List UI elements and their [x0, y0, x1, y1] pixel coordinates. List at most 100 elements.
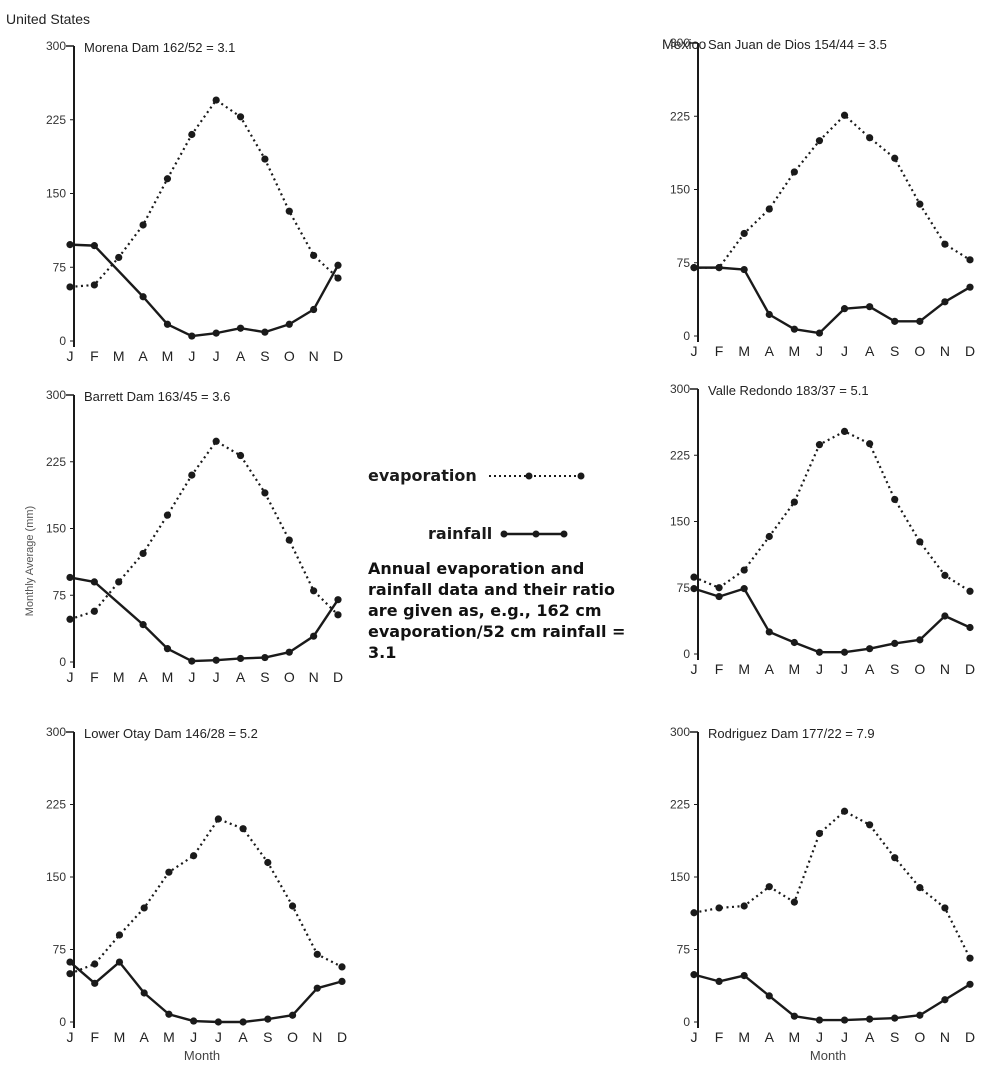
data-point-rainfall: [239, 1018, 247, 1026]
data-point-rainfall: [285, 320, 293, 328]
chart-title: Barrett Dam 163/45 = 3.6: [84, 389, 230, 404]
x-tick-label: A: [140, 1029, 150, 1045]
series-line-rainfall: [69, 576, 339, 663]
data-point-evaporation: [715, 904, 723, 912]
y-tick-label: 150: [670, 183, 690, 197]
data-point-evaporation: [916, 884, 924, 892]
data-point-evaporation: [66, 283, 74, 291]
data-point-rainfall: [740, 972, 748, 980]
data-point-rainfall: [139, 621, 147, 629]
x-tick-label: J: [67, 1029, 74, 1045]
x-tick-label: S: [890, 343, 899, 359]
x-tick-label: N: [309, 669, 319, 685]
data-point-rainfall: [214, 1018, 222, 1026]
data-point-rainfall: [790, 638, 798, 647]
data-point-rainfall: [338, 977, 346, 986]
data-point-evaporation: [66, 970, 74, 978]
data-point-evaporation: [140, 904, 148, 912]
data-point-rainfall: [815, 1016, 824, 1024]
data-point-rainfall: [165, 1010, 173, 1018]
x-tick-label: O: [914, 343, 925, 359]
y-tick-label: 75: [53, 260, 67, 274]
data-point-evaporation: [891, 495, 899, 504]
x-tick-label: M: [789, 661, 801, 677]
data-point-evaporation: [313, 950, 321, 958]
x-tick-label: D: [965, 661, 975, 677]
x-tick-label: S: [890, 661, 899, 677]
data-point-rainfall: [815, 648, 824, 656]
x-tick-label: N: [309, 348, 319, 364]
x-tick-label: M: [113, 669, 125, 685]
data-point-evaporation: [90, 607, 98, 615]
data-point-rainfall: [163, 645, 172, 653]
left-region-label: United States: [6, 11, 91, 27]
y-tick-label: 225: [670, 448, 690, 462]
data-point-evaporation: [840, 427, 849, 435]
data-point-rainfall: [866, 645, 874, 653]
x-tick-label: M: [738, 661, 750, 677]
data-point-evaporation: [866, 134, 874, 142]
data-point-evaporation: [690, 573, 698, 581]
chart-title: Morena Dam 162/52 = 3.1: [84, 40, 235, 55]
data-point-rainfall: [288, 1011, 297, 1019]
x-tick-label: J: [213, 348, 220, 364]
series-line-evaporation: [69, 440, 339, 621]
x-tick-label: J: [841, 343, 848, 359]
x-tick-label: S: [260, 348, 269, 364]
data-point-evaporation: [765, 883, 773, 891]
x-tick-label: J: [190, 1029, 197, 1045]
data-point-evaporation: [941, 904, 949, 912]
x-tick-label: A: [236, 348, 246, 364]
data-point-evaporation: [165, 868, 173, 876]
y-tick-label: 0: [59, 334, 66, 348]
y-tick-label: 225: [46, 113, 66, 127]
data-point-evaporation: [90, 281, 98, 289]
data-point-evaporation: [236, 451, 245, 460]
y-tick-label: 225: [670, 798, 690, 812]
data-point-evaporation: [212, 437, 220, 445]
legend-evaporation-label: evaporation: [368, 466, 477, 485]
x-tick-label: O: [284, 669, 295, 685]
data-point-rainfall: [891, 317, 899, 325]
series-line-evaporation: [69, 98, 339, 289]
y-tick-label: 0: [683, 329, 690, 343]
x-tick-label: F: [715, 1029, 724, 1045]
data-point-evaporation: [334, 611, 342, 619]
y-tick-label: 300: [670, 725, 690, 739]
data-point-evaporation: [740, 566, 748, 574]
x-tick-label: J: [841, 661, 848, 677]
x-tick-label: N: [940, 1029, 950, 1045]
data-point-evaporation: [840, 111, 849, 119]
data-point-evaporation: [740, 902, 748, 910]
data-point-evaporation: [966, 587, 974, 595]
data-point-rainfall: [740, 585, 748, 593]
data-point-evaporation: [288, 902, 297, 910]
x-tick-label: M: [114, 1029, 126, 1045]
data-point-rainfall: [115, 958, 124, 966]
data-point-evaporation: [139, 549, 147, 558]
data-point-rainfall: [690, 264, 698, 272]
y-tick-label: 225: [46, 455, 66, 469]
y-tick-label: 75: [53, 943, 67, 957]
data-point-evaporation: [815, 441, 824, 449]
x-tick-label: F: [90, 669, 99, 685]
x-tick-label: S: [260, 669, 269, 685]
x-tick-label: M: [789, 343, 801, 359]
chart-title: Lower Otay Dam 146/28 = 5.2: [84, 726, 258, 741]
x-tick-label: M: [789, 1029, 801, 1045]
data-point-rainfall: [236, 324, 245, 332]
data-point-rainfall: [941, 996, 949, 1004]
data-point-rainfall: [261, 328, 269, 336]
data-point-rainfall: [765, 628, 773, 636]
data-point-rainfall: [188, 657, 196, 665]
data-point-evaporation: [115, 253, 123, 262]
data-point-rainfall: [840, 305, 849, 313]
y-tick-label: 150: [670, 515, 690, 529]
data-point-rainfall: [66, 958, 74, 966]
x-tick-label: O: [914, 1029, 925, 1045]
series-line-rainfall: [693, 587, 971, 654]
x-tick-label: J: [691, 661, 698, 677]
